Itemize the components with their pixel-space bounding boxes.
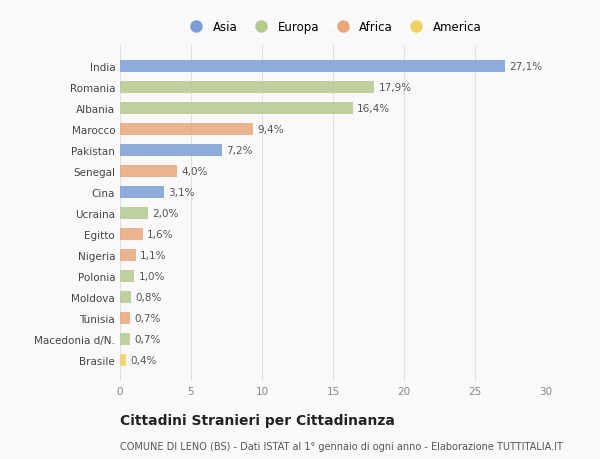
Bar [120, 354, 125, 366]
Text: 16,4%: 16,4% [357, 104, 390, 114]
Text: 1,0%: 1,0% [139, 271, 165, 281]
Bar [120, 229, 143, 240]
Bar [120, 61, 505, 73]
Bar [120, 291, 131, 303]
Text: 1,6%: 1,6% [147, 230, 173, 239]
Text: 2,0%: 2,0% [152, 208, 179, 218]
Text: 17,9%: 17,9% [379, 83, 412, 93]
Bar [120, 166, 177, 177]
Legend: Asia, Europa, Africa, America: Asia, Europa, Africa, America [182, 18, 484, 36]
Text: 4,0%: 4,0% [181, 167, 208, 177]
Bar [120, 82, 374, 94]
Bar [120, 250, 136, 261]
Text: 0,7%: 0,7% [134, 334, 161, 344]
Bar [120, 207, 148, 219]
Bar [120, 313, 130, 324]
Bar [120, 187, 164, 198]
Bar [120, 145, 222, 157]
Text: 0,7%: 0,7% [134, 313, 161, 323]
Bar [120, 124, 253, 135]
Text: Cittadini Stranieri per Cittadinanza: Cittadini Stranieri per Cittadinanza [120, 413, 395, 427]
Text: COMUNE DI LENO (BS) - Dati ISTAT al 1° gennaio di ogni anno - Elaborazione TUTTI: COMUNE DI LENO (BS) - Dati ISTAT al 1° g… [120, 441, 563, 451]
Text: 1,1%: 1,1% [140, 250, 166, 260]
Bar [120, 333, 130, 345]
Text: 9,4%: 9,4% [258, 125, 284, 134]
Text: 0,8%: 0,8% [136, 292, 162, 302]
Text: 27,1%: 27,1% [509, 62, 542, 72]
Text: 7,2%: 7,2% [227, 146, 253, 156]
Text: 3,1%: 3,1% [168, 188, 195, 197]
Text: 0,4%: 0,4% [130, 355, 157, 365]
Bar [120, 270, 134, 282]
Bar [120, 103, 353, 114]
